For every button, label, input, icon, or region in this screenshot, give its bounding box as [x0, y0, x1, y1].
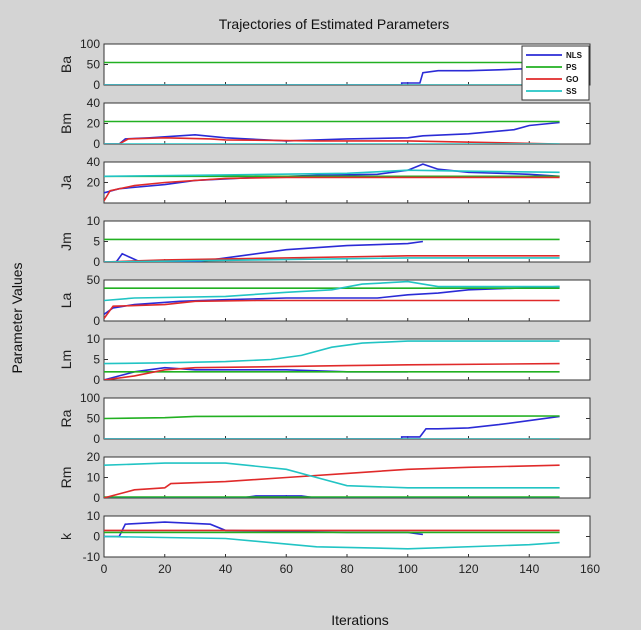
panel-ba: 0 50 100 Ba — [58, 37, 591, 92]
x-tick-label-0: 0 — [101, 562, 108, 576]
chart-title: Trajectories of Estimated Parameters — [219, 16, 450, 32]
panel-rm-ytick-label-2: 20 — [87, 450, 101, 464]
panel-ba-label: Ba — [58, 56, 74, 73]
legend: NLS PS GO SS — [521, 45, 590, 101]
panel-ra-series-group — [104, 415, 560, 439]
panel-ba-ytick-label-1: 50 — [87, 58, 101, 72]
panel-ba-series-nls — [104, 67, 560, 85]
panel-lm-ytick-label-2: 10 — [87, 332, 101, 346]
x-tick-label-2: 40 — [219, 562, 233, 576]
panel-k-ytick-label-1: 0 — [93, 530, 100, 544]
panel-bm-ytick-label-2: 40 — [87, 96, 101, 110]
legend-label-nls: NLS — [566, 51, 583, 60]
panel-lm-ytick-label-1: 5 — [93, 353, 100, 367]
panel-la-label: La — [58, 293, 74, 309]
panel-lm-series-group — [104, 340, 560, 380]
panel-la-series-ss — [104, 280, 560, 302]
panel-rm-series-go — [104, 464, 560, 498]
panel-la-series-go — [104, 299, 560, 319]
y-axis-title: Parameter Values — [9, 262, 25, 373]
panel-jm-ytick-label-2: 10 — [87, 214, 101, 228]
panel-jm-ytick-label-0: 0 — [93, 255, 100, 269]
panel-lm-label: Lm — [58, 350, 74, 369]
panel-ra-ytick-label-1: 50 — [87, 412, 101, 426]
panel-bm: 0 20 40 Bm — [58, 96, 591, 151]
x-tick-label-1: 20 — [158, 562, 172, 576]
panel-k-series-ss — [104, 535, 560, 550]
panel-k-series-group — [104, 521, 560, 550]
panel-bm-series-go — [104, 136, 560, 144]
legend-label-ss: SS — [566, 87, 577, 96]
panel-ra-label: Ra — [58, 409, 74, 427]
panel-jm-series-nls — [104, 240, 424, 262]
panel-lm: 0 5 10 Lm — [58, 332, 591, 387]
panel-ja-ytick-label-1: 40 — [87, 155, 101, 169]
panel-ba-series-group — [104, 61, 560, 85]
panel-la-series-group — [104, 280, 560, 319]
panel-la: 0 50 La — [58, 273, 591, 328]
panel-la-ytick-label-0: 0 — [93, 314, 100, 328]
panel-ra: 0 50 100 Ra — [58, 391, 591, 446]
panels-layer: 050100Ba02040Bm2040Ja0510Jm050La0510Lm05… — [58, 37, 591, 564]
panel-bm-ytick-label-0: 0 — [93, 137, 100, 151]
panel-jm-series-group — [104, 238, 560, 262]
panel-ra-series-nls — [104, 415, 560, 439]
panel-lm-series-ss — [104, 340, 560, 365]
panel-ra-ytick-label-0: 0 — [93, 432, 100, 446]
x-tick-label-5: 100 — [398, 562, 418, 576]
panel-ja-series-group — [104, 163, 560, 202]
panel-rm-series-nls — [104, 495, 560, 498]
x-axis-title: Iterations — [331, 612, 389, 628]
panel-ba-frame — [103, 43, 591, 86]
panel-ja: 20 40 Ja — [58, 155, 591, 204]
panel-ja-series-go — [104, 176, 560, 202]
panel-ba-ytick-label-2: 100 — [80, 37, 100, 51]
panel-bm-ytick-label-1: 20 — [87, 117, 101, 131]
x-tick-label-8: 160 — [580, 562, 600, 576]
panel-jm-ytick-label-1: 5 — [93, 235, 100, 249]
panel-rm-series-group — [104, 462, 560, 498]
panel-lm-series-go — [104, 362, 560, 380]
panel-ja-series-ss — [104, 169, 560, 178]
x-tick-label-7: 140 — [519, 562, 539, 576]
panel-k-ytick-label-0: -10 — [83, 550, 101, 564]
panel-la-ytick-label-1: 50 — [87, 273, 101, 287]
panel-jm-series-go — [104, 255, 560, 262]
panel-ja-label: Ja — [58, 175, 74, 190]
panel-jm-series-ss — [104, 257, 560, 262]
x-tick-label-4: 80 — [340, 562, 354, 576]
panel-rm-series-ss — [104, 462, 560, 489]
panel-bm-series-group — [104, 120, 560, 144]
panel-rm-ytick-label-0: 0 — [93, 491, 100, 505]
legend-label-go: GO — [566, 75, 578, 84]
panel-lm-ytick-label-0: 0 — [93, 373, 100, 387]
x-axis-ticks: 0 20 40 60 80 100 120 140 160 — [101, 562, 601, 576]
panel-bm-label: Bm — [58, 113, 74, 134]
panel-jm-label: Jm — [58, 232, 74, 251]
panel-ja-series-nls — [104, 163, 560, 194]
panel-ra-frame — [103, 397, 591, 440]
panel-k-ytick-label-2: 10 — [87, 509, 101, 523]
panel-k-label: k — [58, 532, 74, 540]
legend-label-ps: PS — [566, 63, 577, 72]
panel-rm: 0 10 20 Rm — [58, 450, 591, 505]
panel-rm-ytick-label-1: 10 — [87, 471, 101, 485]
panel-ba-ytick-label-0: 0 — [93, 78, 100, 92]
panel-jm: 0 5 10 Jm — [58, 214, 591, 269]
panel-ra-ytick-label-2: 100 — [80, 391, 100, 405]
panel-ra-series-ps — [104, 415, 560, 420]
panel-ja-ytick-label-0: 20 — [87, 176, 101, 190]
panel-k: -10 0 10 k — [58, 509, 591, 564]
panel-rm-label: Rm — [58, 467, 74, 489]
x-tick-label-3: 60 — [280, 562, 294, 576]
x-tick-label-6: 120 — [458, 562, 478, 576]
